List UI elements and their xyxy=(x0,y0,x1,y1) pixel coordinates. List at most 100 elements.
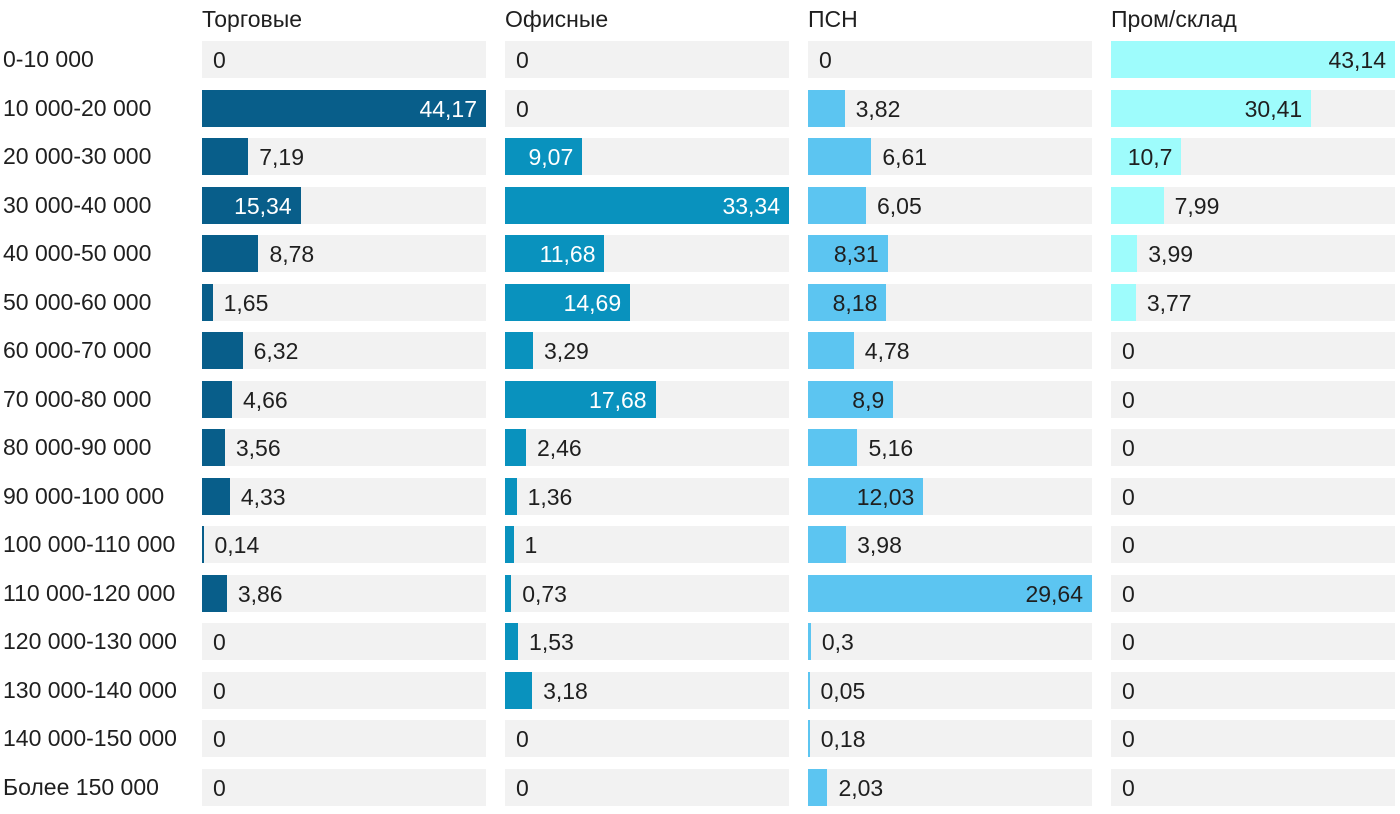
chart-row: 110 000-120 000 3,86 0,73 29,64 0 xyxy=(3,574,1395,612)
bar-value-label: 3,29 xyxy=(544,338,589,364)
bar-value-label: 44,17 xyxy=(419,95,477,122)
bar-value-label: 7,99 xyxy=(1174,192,1220,219)
bar-track: 8,9 xyxy=(808,380,1092,418)
bar xyxy=(808,186,866,224)
bar-value-label: 4,66 xyxy=(242,386,288,413)
bar-track: 1,65 xyxy=(202,283,486,321)
bar-value-label: 11,68 xyxy=(539,241,596,267)
bar-value-label: 3,98 xyxy=(857,532,902,558)
bar-track: 0 xyxy=(1111,574,1395,612)
bar-value-label: 3,82 xyxy=(855,95,901,122)
header-spacer xyxy=(3,6,183,33)
bar-track: 10,7 xyxy=(1111,138,1395,175)
bar-value-label: 33,34 xyxy=(722,192,780,219)
bar-value-label: 0,3 xyxy=(821,629,854,655)
column-header: Торговые xyxy=(202,6,303,32)
row-label: 50 000-60 000 xyxy=(3,288,152,315)
bar-value-label: 3,77 xyxy=(1146,289,1192,316)
row-label: 40 000-50 000 xyxy=(3,240,152,266)
chart-row: 20 000-30 000 7,19 9,07 6,61 10,7 xyxy=(3,138,1395,175)
bar-track: 33,34 xyxy=(505,186,789,224)
bar-track: 8,18 xyxy=(808,283,1092,321)
bar-track: 4,33 xyxy=(202,477,486,515)
bar-value-label: 8,9 xyxy=(852,386,885,413)
bar-track: 44,17 xyxy=(202,89,486,127)
bar-value-label: 6,61 xyxy=(882,144,928,170)
bar-track: 0 xyxy=(1111,768,1395,806)
bar-track: 0,14 xyxy=(202,526,486,563)
row-label: 10 000-20 000 xyxy=(3,94,152,121)
bar xyxy=(808,574,1092,612)
bar xyxy=(202,186,301,224)
bar-track: 0 xyxy=(1111,380,1395,418)
bar-value-label: 3,56 xyxy=(235,435,281,461)
bar-value-label: 0 xyxy=(1122,338,1135,364)
bar-value-label: 0,14 xyxy=(214,532,260,558)
bar-track: 0,18 xyxy=(808,720,1092,757)
bar-track: 7,99 xyxy=(1111,186,1395,224)
bar-track: 0 xyxy=(1111,429,1395,466)
bar xyxy=(808,671,810,709)
bar xyxy=(202,477,230,515)
bar xyxy=(808,429,858,466)
bar-track: 1,53 xyxy=(505,623,789,660)
bar-track: 0 xyxy=(505,720,789,757)
bar-value-label: 0 xyxy=(819,47,832,73)
bar-value-label: 0 xyxy=(1122,386,1135,413)
bar xyxy=(505,574,512,612)
bar xyxy=(808,768,828,806)
bar-value-label: 30,41 xyxy=(1244,95,1303,122)
bar-track: 0,73 xyxy=(505,574,789,612)
bar xyxy=(202,380,232,418)
bar xyxy=(505,429,526,466)
bar-track: 4,78 xyxy=(808,332,1092,369)
bar-track: 0 xyxy=(1111,477,1395,515)
bar xyxy=(505,186,789,224)
bar-value-label: 8,18 xyxy=(832,289,878,316)
row-label: 130 000-140 000 xyxy=(3,676,177,703)
bar-track: 4,66 xyxy=(202,380,486,418)
bar-value-label: 6,32 xyxy=(253,338,299,364)
bar-track: 0 xyxy=(808,41,1092,78)
bar-track: 5,16 xyxy=(808,429,1092,466)
bar-value-label: 15,34 xyxy=(234,192,292,219)
bar-track: 8,31 xyxy=(808,235,1092,272)
bar-value-label: 0 xyxy=(516,95,529,122)
row-label: 110 000-120 000 xyxy=(3,579,176,606)
bar-value-label: 0 xyxy=(213,726,226,752)
bar xyxy=(505,623,519,660)
bar-value-label: 0 xyxy=(1122,726,1135,752)
bar xyxy=(1111,235,1138,272)
bar-value-label: 4,33 xyxy=(240,483,286,510)
bar xyxy=(505,332,534,369)
bar-track: 0 xyxy=(1111,526,1395,563)
bar-track: 43,14 xyxy=(1111,41,1395,78)
bar xyxy=(505,138,583,175)
bar-value-label: 2,46 xyxy=(536,435,582,461)
bar-value-label: 0 xyxy=(213,629,226,655)
bar xyxy=(808,720,810,757)
bar xyxy=(808,526,847,563)
bar-value-label: 0 xyxy=(213,774,226,801)
bar-track: 3,99 xyxy=(1111,235,1395,272)
bar-value-label: 2,03 xyxy=(838,774,884,801)
bar-value-label: 0,73 xyxy=(522,580,567,607)
row-label: 90 000-100 000 xyxy=(3,482,165,509)
bar-track: 3,56 xyxy=(202,429,486,466)
bar-track: 8,78 xyxy=(202,235,486,272)
bar-value-label: 29,64 xyxy=(1025,580,1083,607)
row-label: 30 000-40 000 xyxy=(3,191,152,218)
bar-value-label: 0,05 xyxy=(820,677,866,704)
chart-row: Более 150 000 0 0 2,03 0 xyxy=(3,768,1395,806)
bar-track: 0 xyxy=(505,89,789,127)
chart-rows: 0-10 000 0 0 0 43,14 10 000-20 000 44,17 0 3,82 3… xyxy=(3,41,1395,806)
chart-row: 80 000-90 000 3,56 2,46 5,16 0 xyxy=(3,429,1395,466)
bar-value-label: 0,18 xyxy=(820,726,866,752)
bar-value-label: 5,16 xyxy=(868,435,914,461)
bar xyxy=(505,283,631,321)
bar xyxy=(808,332,854,369)
chart-row: 10 000-20 000 44,17 0 3,82 30,41 xyxy=(3,89,1395,127)
bar xyxy=(1111,41,1395,78)
bar-value-label: 0 xyxy=(1122,580,1135,607)
bar-track: 6,61 xyxy=(808,138,1092,175)
